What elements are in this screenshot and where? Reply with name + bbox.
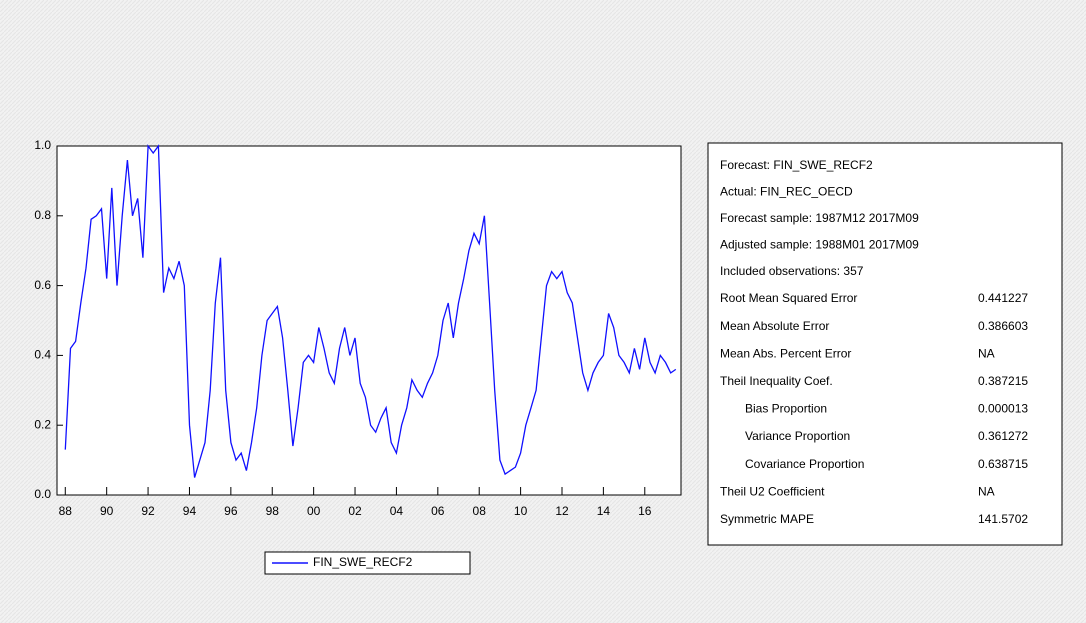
y-tick-label: 0.6 [34,278,51,292]
stats-value: 0.638715 [978,457,1028,471]
series-line [64,144,677,478]
stats-label: Covariance Proportion [745,457,864,471]
x-tick-label: 06 [431,504,445,518]
stats-label: Mean Abs. Percent Error [720,346,851,360]
x-tick-label: 92 [141,504,155,518]
stats-value: 141.5702 [978,512,1028,526]
x-tick-label: 98 [266,504,280,518]
stats-header: Included observations: 357 [720,264,864,278]
y-tick-label: 0.0 [34,487,51,501]
stats-label: Symmetric MAPE [720,512,814,526]
y-tick-label: 0.8 [34,208,51,222]
stats-value: NA [978,484,995,498]
stats-value: 0.386603 [978,319,1028,333]
legend-box [264,551,471,575]
stats-value: 0.361272 [978,429,1028,443]
y-tick-label: 1.0 [34,138,51,152]
x-tick-label: 94 [183,504,197,518]
x-tick-label: 12 [555,504,569,518]
x-tick-label: 00 [307,504,321,518]
x-tick-label: 96 [224,504,238,518]
plot-area [56,145,682,496]
stats-value: NA [978,346,995,360]
stats-value: 0.387215 [978,374,1028,388]
x-tick-label: 10 [514,504,528,518]
y-tick-label: 0.4 [34,348,51,362]
stats-label: Theil Inequality Coef. [720,374,833,388]
stats-label: Variance Proportion [745,429,850,443]
x-tick-label: 08 [473,504,487,518]
x-tick-label: 88 [59,504,73,518]
x-tick-label: 90 [100,504,114,518]
stats-label: Theil U2 Coefficient [720,484,825,498]
stats-label: Root Mean Squared Error [720,291,857,305]
stats-header: Actual: FIN_REC_OECD [720,185,853,199]
x-tick-label: 14 [597,504,611,518]
stats-header: Forecast sample: 1987M12 2017M09 [720,211,919,225]
stats-value: 0.000013 [978,402,1028,416]
y-tick-label: 0.2 [34,417,51,431]
x-tick-label: 16 [638,504,652,518]
stats-label: Bias Proportion [745,402,827,416]
x-tick-label: 02 [348,504,362,518]
stats-header: Forecast: FIN_SWE_RECF2 [720,158,873,172]
x-tick-label: 04 [390,504,404,518]
stats-box [707,142,1063,546]
legend-label: FIN_SWE_RECF2 [313,555,413,569]
stats-value: 0.441227 [978,291,1028,305]
stats-header: Adjusted sample: 1988M01 2017M09 [720,238,919,252]
stats-label: Mean Absolute Error [720,319,829,333]
